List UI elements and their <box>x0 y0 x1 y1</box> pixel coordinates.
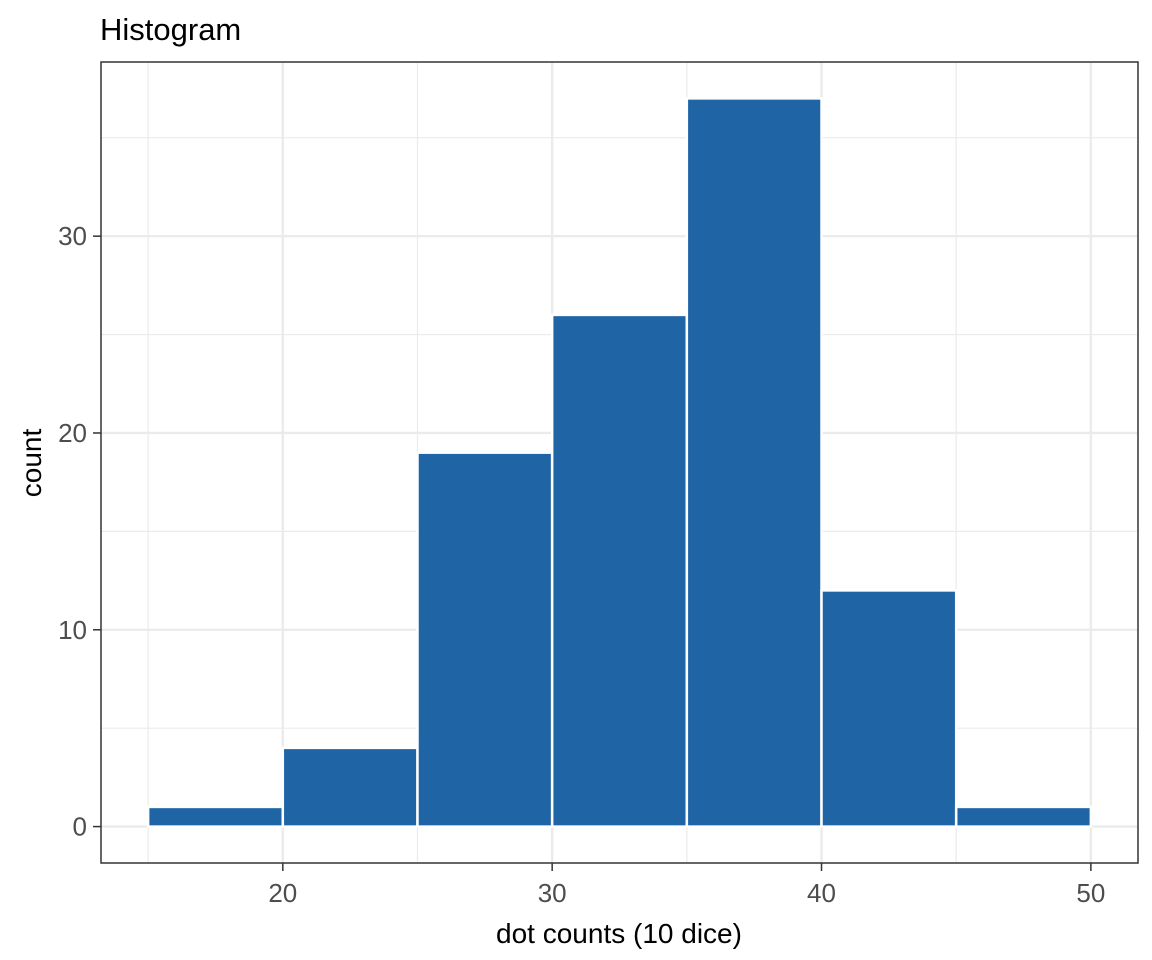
histogram-bars <box>146 97 1093 828</box>
y-axis-title: count <box>16 429 47 498</box>
x-tick-label: 20 <box>268 878 297 908</box>
histogram-bar <box>146 805 285 828</box>
histogram-bar <box>954 805 1093 828</box>
x-tick-label: 50 <box>1076 878 1105 908</box>
histogram-bar <box>685 97 823 828</box>
histogram-bar <box>416 451 554 828</box>
x-tick-label: 40 <box>807 878 836 908</box>
y-tick-label: 0 <box>73 812 87 842</box>
axis-ticks: 20 30 40 50 0 10 20 30 <box>58 221 1105 908</box>
x-axis-title: dot counts (10 dice) <box>496 918 742 949</box>
y-tick-label: 20 <box>58 418 87 448</box>
panel-border <box>100 61 1139 864</box>
y-tick-label: 10 <box>58 615 87 645</box>
y-tick-label: 30 <box>58 221 87 251</box>
histogram-bar <box>550 313 689 828</box>
x-tick-label: 30 <box>538 878 567 908</box>
histogram-bar <box>281 746 419 828</box>
chart-title: Histogram <box>100 12 241 47</box>
histogram-bar <box>820 589 958 828</box>
